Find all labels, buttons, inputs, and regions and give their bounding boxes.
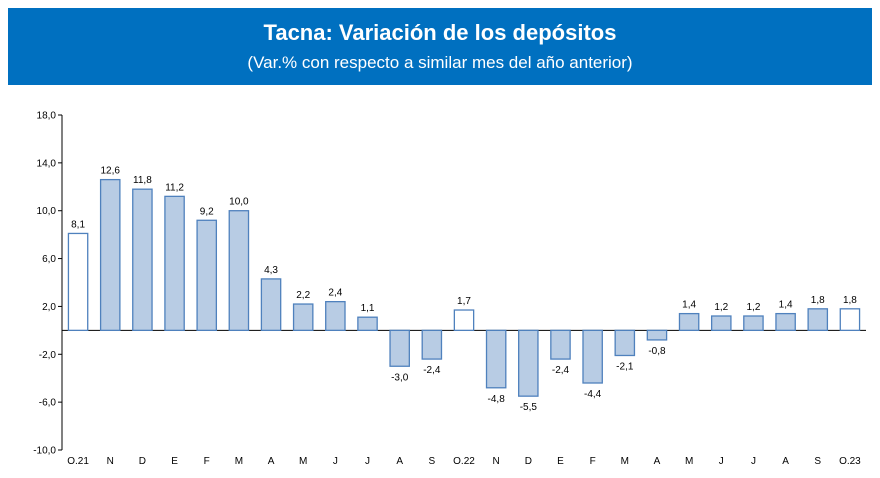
y-tick-label: -10,0 [33,446,56,457]
value-label: -4,8 [488,394,506,405]
x-tick-label: M [235,456,243,467]
y-tick-label: -6,0 [39,398,57,409]
bar [421,329,443,360]
value-label: 10,0 [229,197,249,208]
bar [550,329,571,360]
value-label: 1,4 [779,300,793,311]
x-tick-label: O.23 [839,456,861,467]
y-tick-label: 6,0 [42,254,56,265]
value-label: -4,4 [584,389,602,400]
y-tick-label: 14,0 [37,158,57,169]
x-tick-label: E [171,456,178,467]
bar [164,195,185,332]
bar [807,308,829,332]
bar [132,188,153,332]
x-tick-label: S [429,456,436,467]
value-label: 1,7 [457,296,471,307]
value-label: 1,2 [746,302,760,313]
value-label: 1,4 [682,300,696,311]
value-label: 1,8 [811,295,825,306]
bar [710,315,732,332]
bar [292,303,314,332]
bar [582,329,603,384]
value-label: -2,1 [616,361,634,372]
title-banner [8,8,872,85]
value-label: 4,3 [264,265,278,276]
y-tick-label: -2,0 [39,350,57,361]
x-tick-label: O.22 [453,456,475,467]
chart-subtitle: (Var.% con respecto a similar mes del añ… [247,53,632,72]
bar [839,308,861,332]
value-label: -2,4 [552,365,570,376]
x-tick-label: A [396,456,403,467]
value-label: 8,1 [71,219,85,230]
x-tick-label: M [621,456,629,467]
x-tick-label: D [139,456,146,467]
bar [678,312,700,332]
bar [228,210,250,332]
bar [518,329,539,397]
value-label: -3,0 [391,372,409,383]
value-label: 1,8 [843,295,857,306]
x-tick-label: D [525,456,532,467]
x-tick-label: J [719,456,724,467]
bar [99,178,121,332]
y-tick-label: 10,0 [37,206,57,217]
x-tick-label: E [557,456,564,467]
bar [260,278,282,332]
x-tick-label: J [365,456,370,467]
x-tick-label: S [814,456,821,467]
value-label: 1,2 [714,302,728,313]
value-label: 2,2 [296,290,310,301]
x-tick-label: N [107,456,114,467]
x-tick-label: F [590,456,596,467]
y-tick-label: 2,0 [42,302,56,313]
chart-title: Tacna: Variación de los depósitos [264,20,617,45]
value-label: -5,5 [520,402,538,413]
x-tick-label: J [333,456,338,467]
value-label: 11,2 [165,182,184,193]
x-tick-label: A [268,456,275,467]
x-tick-label: A [782,456,789,467]
bar [614,329,636,357]
bar [743,315,764,332]
value-label: 9,2 [200,206,214,217]
x-tick-label: M [685,456,693,467]
bar [485,329,507,389]
bar [325,300,346,332]
y-tick-label: 18,0 [37,111,57,122]
x-tick-label: M [299,456,307,467]
bar [453,309,475,332]
value-label: 11,8 [133,175,152,186]
x-tick-label: A [654,456,661,467]
value-label: -2,4 [423,365,441,376]
value-label: -0,8 [648,346,666,357]
x-tick-label: F [204,456,210,467]
value-label: 12,6 [101,166,121,177]
x-tick-label: J [751,456,756,467]
value-label: 2,4 [328,288,342,299]
x-tick-label: N [493,456,500,467]
bar [389,329,410,367]
bar [357,316,378,332]
value-label: 1,1 [361,303,375,314]
bar [196,219,218,332]
bar [646,329,668,341]
x-tick-label: O.21 [67,456,89,467]
bar [67,232,89,332]
bar [775,312,796,332]
